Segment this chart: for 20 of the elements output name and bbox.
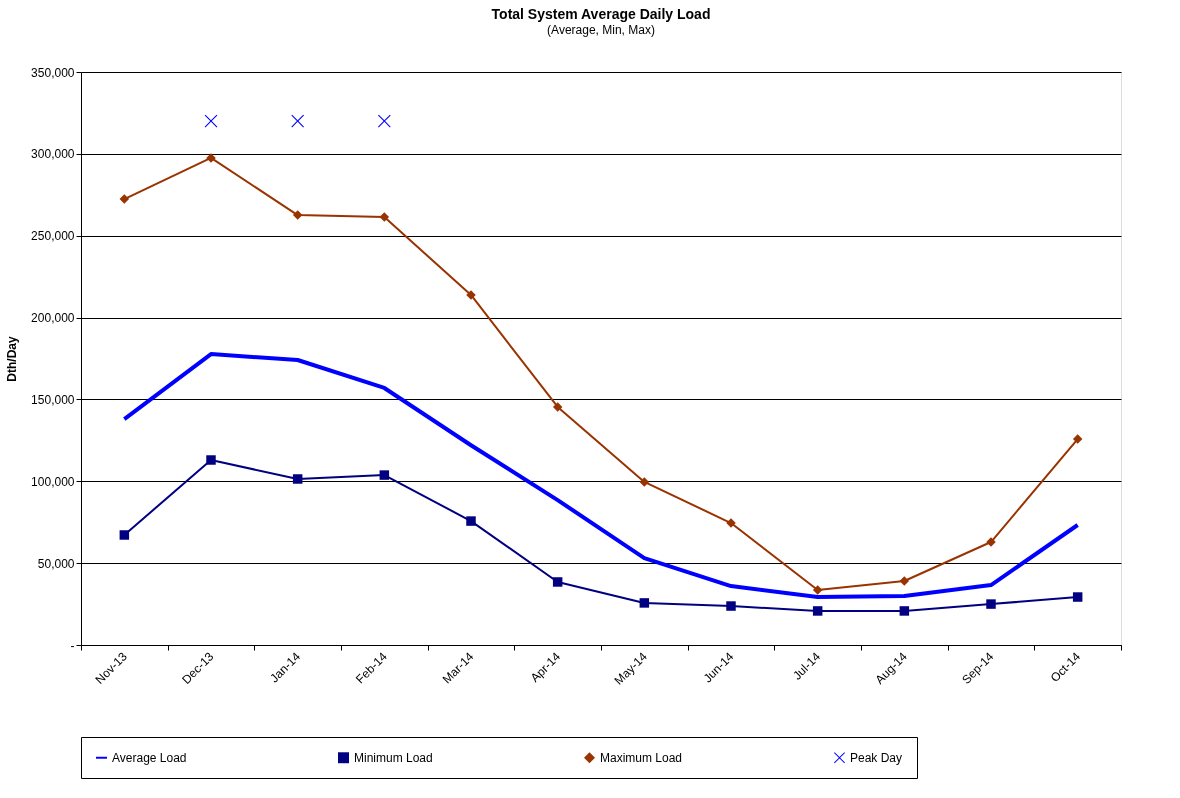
y-tick-label: 200,000: [31, 311, 75, 326]
chart-title: Total System Average Daily Load: [491, 6, 711, 22]
point: [291, 114, 304, 128]
y-tick-label: 350,000: [31, 65, 75, 80]
y-tick-label: -: [70, 638, 75, 653]
y-axis-title: Dth/Day: [5, 336, 20, 382]
y-tick-label: 150,000: [31, 392, 75, 407]
line-series: [122, 352, 1080, 600]
point: [119, 194, 130, 204]
y-tick-label: 100,000: [31, 474, 75, 489]
legend-label: Average Load: [112, 750, 187, 765]
y-tick-label: 300,000: [31, 147, 75, 162]
y-tick-label: 50,000: [37, 556, 75, 571]
legend-label: Maximum Load: [600, 750, 683, 765]
point: [1072, 434, 1083, 444]
y-tick-label: 250,000: [31, 229, 75, 244]
point: [378, 114, 391, 128]
chart-subtitle: (Average, Min, Max): [547, 23, 655, 37]
legend-label: Minimum Load: [354, 750, 433, 765]
legend-label: Peak Day: [850, 750, 903, 765]
